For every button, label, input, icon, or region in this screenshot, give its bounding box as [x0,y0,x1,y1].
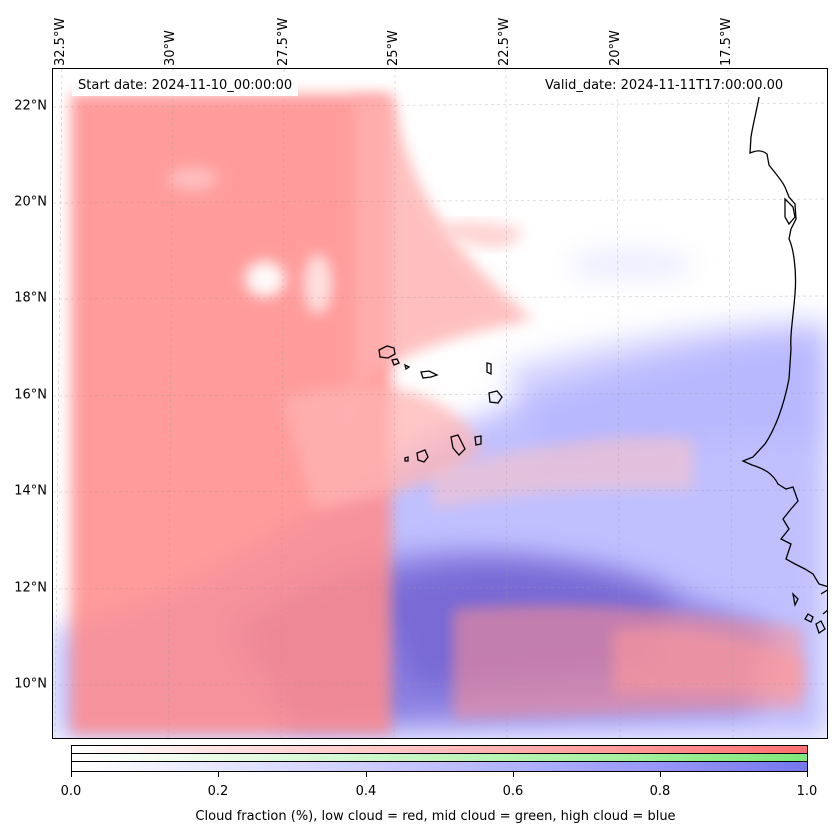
lat-label-14n: 14°N [14,483,47,499]
lat-label-10n: 10°N [14,676,47,692]
colorbar-tick-mark [71,772,72,777]
lon-label-20w: 20°W [608,30,623,66]
colorbar-tick-label: 0.4 [355,784,377,799]
lat-label-20n: 20°N [14,194,47,210]
graticule [53,69,827,738]
lon-label-25w: 25°W [386,30,401,66]
lon-label-22-5w: 22.5°W [497,17,512,66]
africa-coastline [741,96,827,635]
colorbar-tick-mark [807,772,808,777]
lat-label-12n: 12°N [14,580,47,596]
start-date-label: Start date: 2024-11-10_00:00:00 [72,76,299,96]
colorbar-tick-label: 0.0 [60,784,82,799]
lon-label-17-5w: 17.5°W [719,17,734,66]
colorbar-low-cloud-gradient [72,746,807,754]
lat-label-22n: 22°N [14,98,47,114]
map-panel [52,68,828,739]
colorbar-tick-label: 0.8 [649,784,671,799]
clear-sky-patches [168,167,332,314]
low-cloud-layer [71,94,803,734]
valid-date-label: Valid_date: 2024-11-11T17:00:00.00 [539,76,790,96]
colorbar-tick-mark [660,772,661,777]
colorbar [71,745,808,772]
colorbar-tick-label: 1.0 [796,784,818,799]
colorbar-mid-cloud-gradient [72,754,807,762]
colorbar-tick-mark [366,772,367,777]
colorbar-label: Cloud fraction (%), low cloud = red, mid… [195,809,676,824]
lon-label-32-5w: 32.5°W [53,17,68,66]
colorbar-high-cloud-gradient [72,762,807,771]
lat-label-18n: 18°N [14,290,47,306]
cape-verde-islands [378,345,503,463]
colorbar-tick-label: 0.2 [207,784,229,799]
colorbar-tick-label: 0.6 [502,784,524,799]
colorbar-tick-mark [218,772,219,777]
cloud-fraction-map [53,69,827,738]
colorbar-tick-mark [513,772,514,777]
lon-label-27-5w: 27.5°W [276,17,291,66]
lat-label-16n: 16°N [14,387,47,403]
lon-label-30w: 30°W [163,30,178,66]
